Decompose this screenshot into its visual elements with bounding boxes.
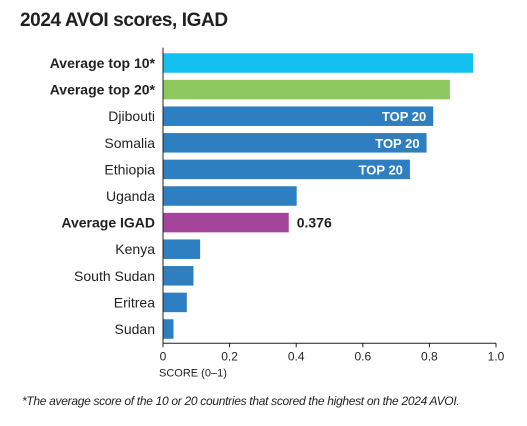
bar bbox=[163, 292, 187, 313]
bar-chart: Average top 10* Average top 20* Djibouti TO… bbox=[50, 47, 505, 379]
bar bbox=[163, 212, 289, 233]
category-label: Average IGAD bbox=[61, 215, 155, 231]
category-label: Kenya bbox=[115, 241, 155, 257]
chart-title: 2024 AVOI scores, IGAD bbox=[20, 10, 228, 31]
bar bbox=[163, 239, 201, 259]
top20-badge-label: TOP 20 bbox=[382, 109, 426, 124]
top20-badge-label: TOP 20 bbox=[359, 162, 403, 177]
x-tick-label: 0.8 bbox=[421, 349, 438, 363]
category-label: Uganda bbox=[106, 188, 155, 204]
bar bbox=[163, 319, 174, 339]
x-tick-label: 0.4 bbox=[288, 349, 305, 363]
bar bbox=[163, 53, 474, 73]
x-axis-title: SCORE (0–1) bbox=[159, 367, 227, 379]
category-label: Average top 10* bbox=[50, 55, 156, 71]
x-tick-label: 0.6 bbox=[354, 349, 371, 363]
x-tick-label: 0 bbox=[160, 349, 167, 363]
category-label: Somalia bbox=[104, 135, 155, 151]
category-label: South Sudan bbox=[74, 268, 155, 284]
category-label: Average top 20* bbox=[50, 82, 156, 98]
top20-badge-label: TOP 20 bbox=[375, 136, 419, 151]
category-label: Ethiopia bbox=[104, 161, 155, 177]
bar bbox=[163, 79, 450, 100]
data-label: 0.376 bbox=[297, 215, 332, 231]
bar bbox=[163, 106, 434, 126]
bar bbox=[163, 186, 297, 206]
footnote: *The average score of the 10 or 20 count… bbox=[22, 394, 460, 408]
x-tick-label: 0.2 bbox=[221, 349, 238, 363]
category-label: Eritrea bbox=[114, 294, 155, 310]
bar bbox=[163, 266, 194, 286]
bar bbox=[163, 159, 410, 180]
bar bbox=[163, 133, 427, 153]
x-tick-label: 1.0 bbox=[488, 349, 505, 363]
category-label: Sudan bbox=[115, 321, 155, 337]
category-label: Djibouti bbox=[108, 108, 155, 124]
